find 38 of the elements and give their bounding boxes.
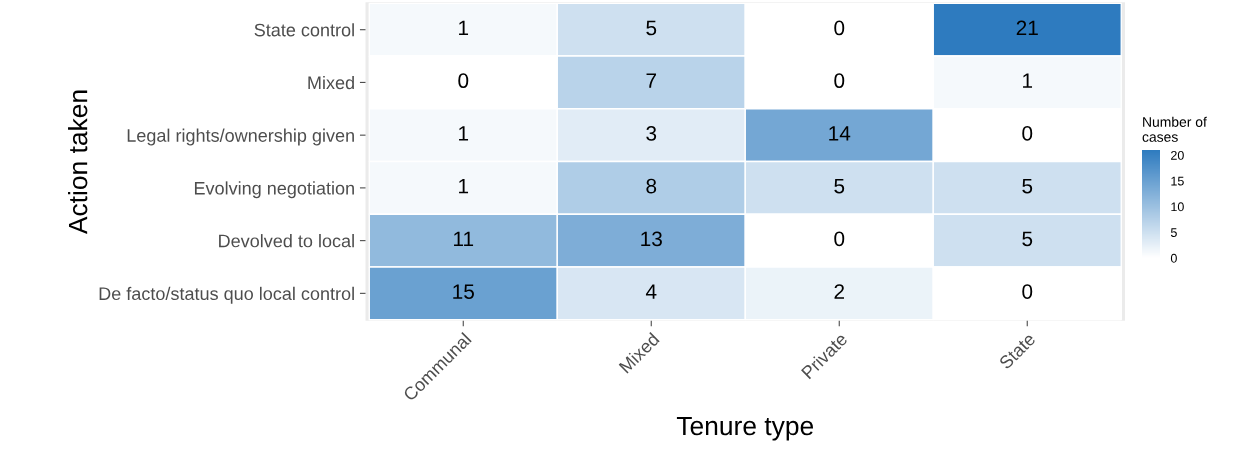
data-label: 0: [834, 20, 845, 36]
y-tick-label: Devolved to local: [219, 234, 354, 248]
data-label: 7: [646, 73, 657, 88]
data-label: 14: [829, 126, 851, 141]
color-bar-label: 15: [1171, 176, 1184, 186]
data-label: 5: [1022, 231, 1033, 247]
data-label: 1: [459, 126, 469, 141]
y-tick-label: Mixed: [308, 75, 354, 90]
color-bar-label: 20: [1171, 150, 1184, 160]
data-label: 0: [834, 231, 845, 247]
y-axis-title: Action taken: [68, 90, 88, 235]
x-axis-title: Tenure type: [676, 416, 814, 441]
data-label: 2: [834, 284, 844, 299]
data-label: 0: [1022, 126, 1033, 141]
data-label: 0: [1022, 284, 1033, 299]
y-tick-label: Evolving negotiation: [194, 181, 354, 199]
y-tick-label: State control: [254, 23, 354, 37]
data-label: 0: [458, 73, 469, 89]
data-label: 11: [454, 231, 474, 247]
color-bar-label: 0: [1170, 253, 1177, 263]
data-label: 5: [1022, 178, 1033, 194]
data-label: 1: [1023, 73, 1033, 88]
data-label: 8: [646, 178, 657, 194]
data-label: 21: [1016, 20, 1038, 36]
data-label: 4: [645, 284, 657, 299]
color-bar-label: 10: [1171, 202, 1184, 212]
y-tick-label: Legal rights/ownership given: [127, 128, 354, 146]
data-label: 5: [646, 20, 657, 36]
color-bar-title: Number of cases: [1142, 116, 1207, 142]
y-tick-label: De facto/status quo local control: [99, 286, 354, 304]
data-label: 1: [459, 178, 469, 194]
color-bar-label: 5: [1170, 228, 1177, 237]
data-label: 15: [453, 284, 474, 299]
data-label: 3: [646, 126, 657, 141]
data-label: 0: [834, 73, 845, 89]
data-label: 1: [459, 20, 469, 36]
data-label: 13: [641, 231, 662, 247]
data-label: 5: [834, 178, 845, 194]
